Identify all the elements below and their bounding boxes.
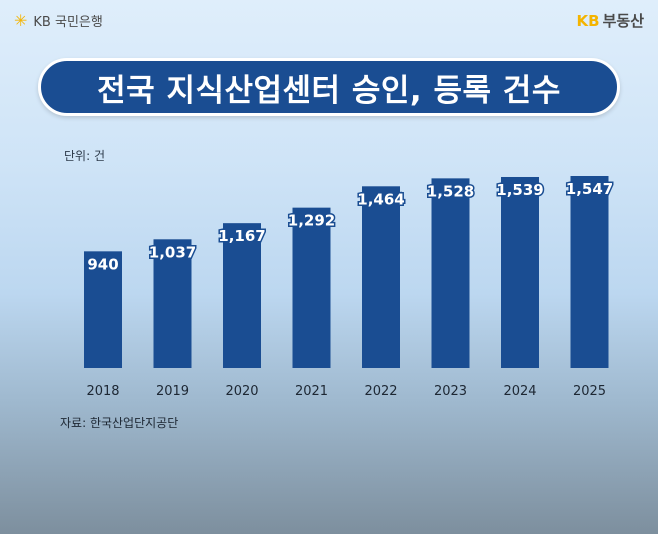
value-label-2019: 1,037 (149, 243, 196, 261)
source-label: 자료: 한국산업단지공단 (60, 416, 179, 430)
bar-2020 (223, 223, 261, 368)
value-label-2024: 1,539 (496, 181, 543, 199)
kb-bank-label: KB 국민은행 (33, 15, 103, 30)
value-label-2022: 1,464 (357, 190, 404, 208)
value-label-2021: 1,292 (288, 212, 335, 230)
value-label-2025: 1,547 (566, 180, 613, 198)
value-label-2018: 940 (87, 255, 118, 273)
x-tick-2021: 2021 (295, 384, 328, 399)
value-label-2020: 1,167 (218, 227, 265, 245)
kb-prefix: KB (576, 12, 600, 30)
bar-2022 (362, 186, 400, 368)
chart-title: 전국 지식산업센터 승인, 등록 건수 (38, 58, 620, 116)
x-tick-2024: 2024 (503, 384, 536, 399)
x-tick-2019: 2019 (156, 384, 189, 399)
bar-2018 (84, 251, 122, 368)
bar-2025 (570, 176, 609, 368)
kb-realestate-logo: KB 부동산 (577, 10, 644, 31)
bar-2023 (431, 178, 470, 368)
x-tick-2022: 2022 (364, 384, 397, 399)
x-tick-2023: 2023 (434, 384, 467, 399)
kb-realestate-label: 부동산 (602, 12, 644, 30)
bar-2024 (501, 176, 539, 368)
x-tick-2025: 2025 (573, 384, 606, 399)
kb-star-icon: ✳ (14, 10, 28, 30)
unit-label: 단위: 건 (64, 149, 105, 163)
bar-2019 (153, 239, 192, 368)
value-label-2023: 1,528 (427, 182, 474, 200)
kb-bank-logo: ✳ KB 국민은행 (14, 11, 103, 30)
x-tick-2018: 2018 (86, 384, 119, 399)
bar-2021 (292, 207, 331, 368)
x-tick-2020: 2020 (225, 384, 258, 399)
